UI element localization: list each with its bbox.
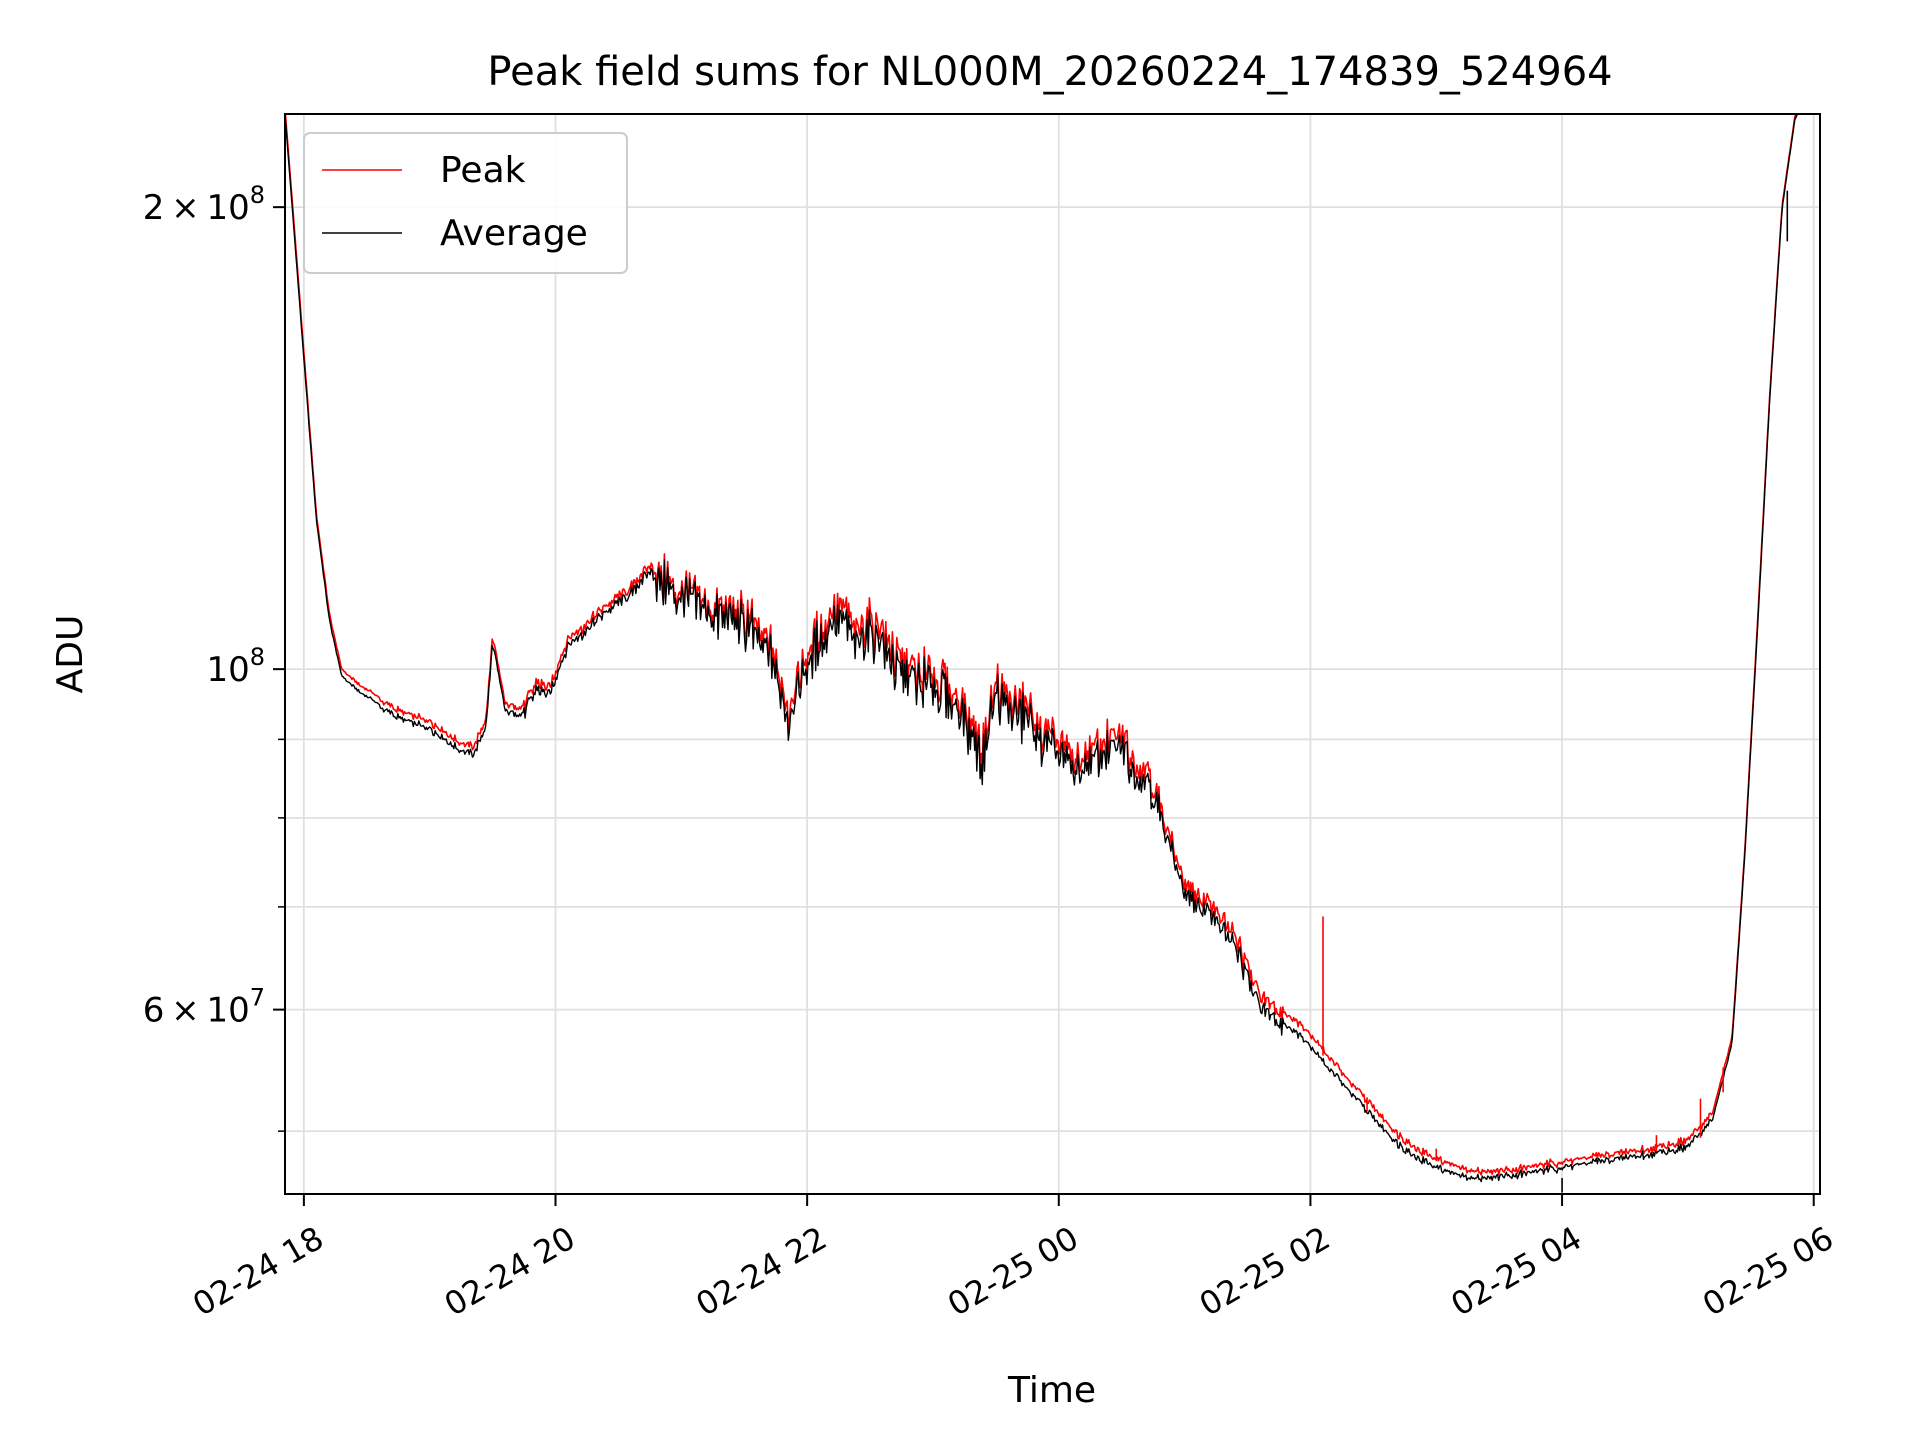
- legend-box: [303, 132, 628, 274]
- legend: Peak Average: [303, 132, 628, 274]
- legend-label-average: Average: [440, 213, 588, 254]
- y-tick-label: 108: [206, 643, 265, 690]
- series-layer: [285, 114, 1799, 1193]
- plot-frame: [284, 113, 1821, 1195]
- legend-label-peak: Peak: [440, 150, 526, 191]
- chart-title: Peak field sums for NL000M_20260224_1748…: [487, 49, 1612, 95]
- x-axis-label: Time: [1007, 1370, 1096, 1411]
- y-axis: 2 × 108 108 6 × 107: [143, 181, 285, 1132]
- series-line-average: [285, 114, 1799, 1183]
- series-line-peak: [285, 114, 1797, 1176]
- y-tick-label: 2 × 108: [143, 181, 265, 228]
- y-axis-label: ADU: [50, 615, 91, 694]
- y-tick-label: 6 × 107: [143, 984, 265, 1031]
